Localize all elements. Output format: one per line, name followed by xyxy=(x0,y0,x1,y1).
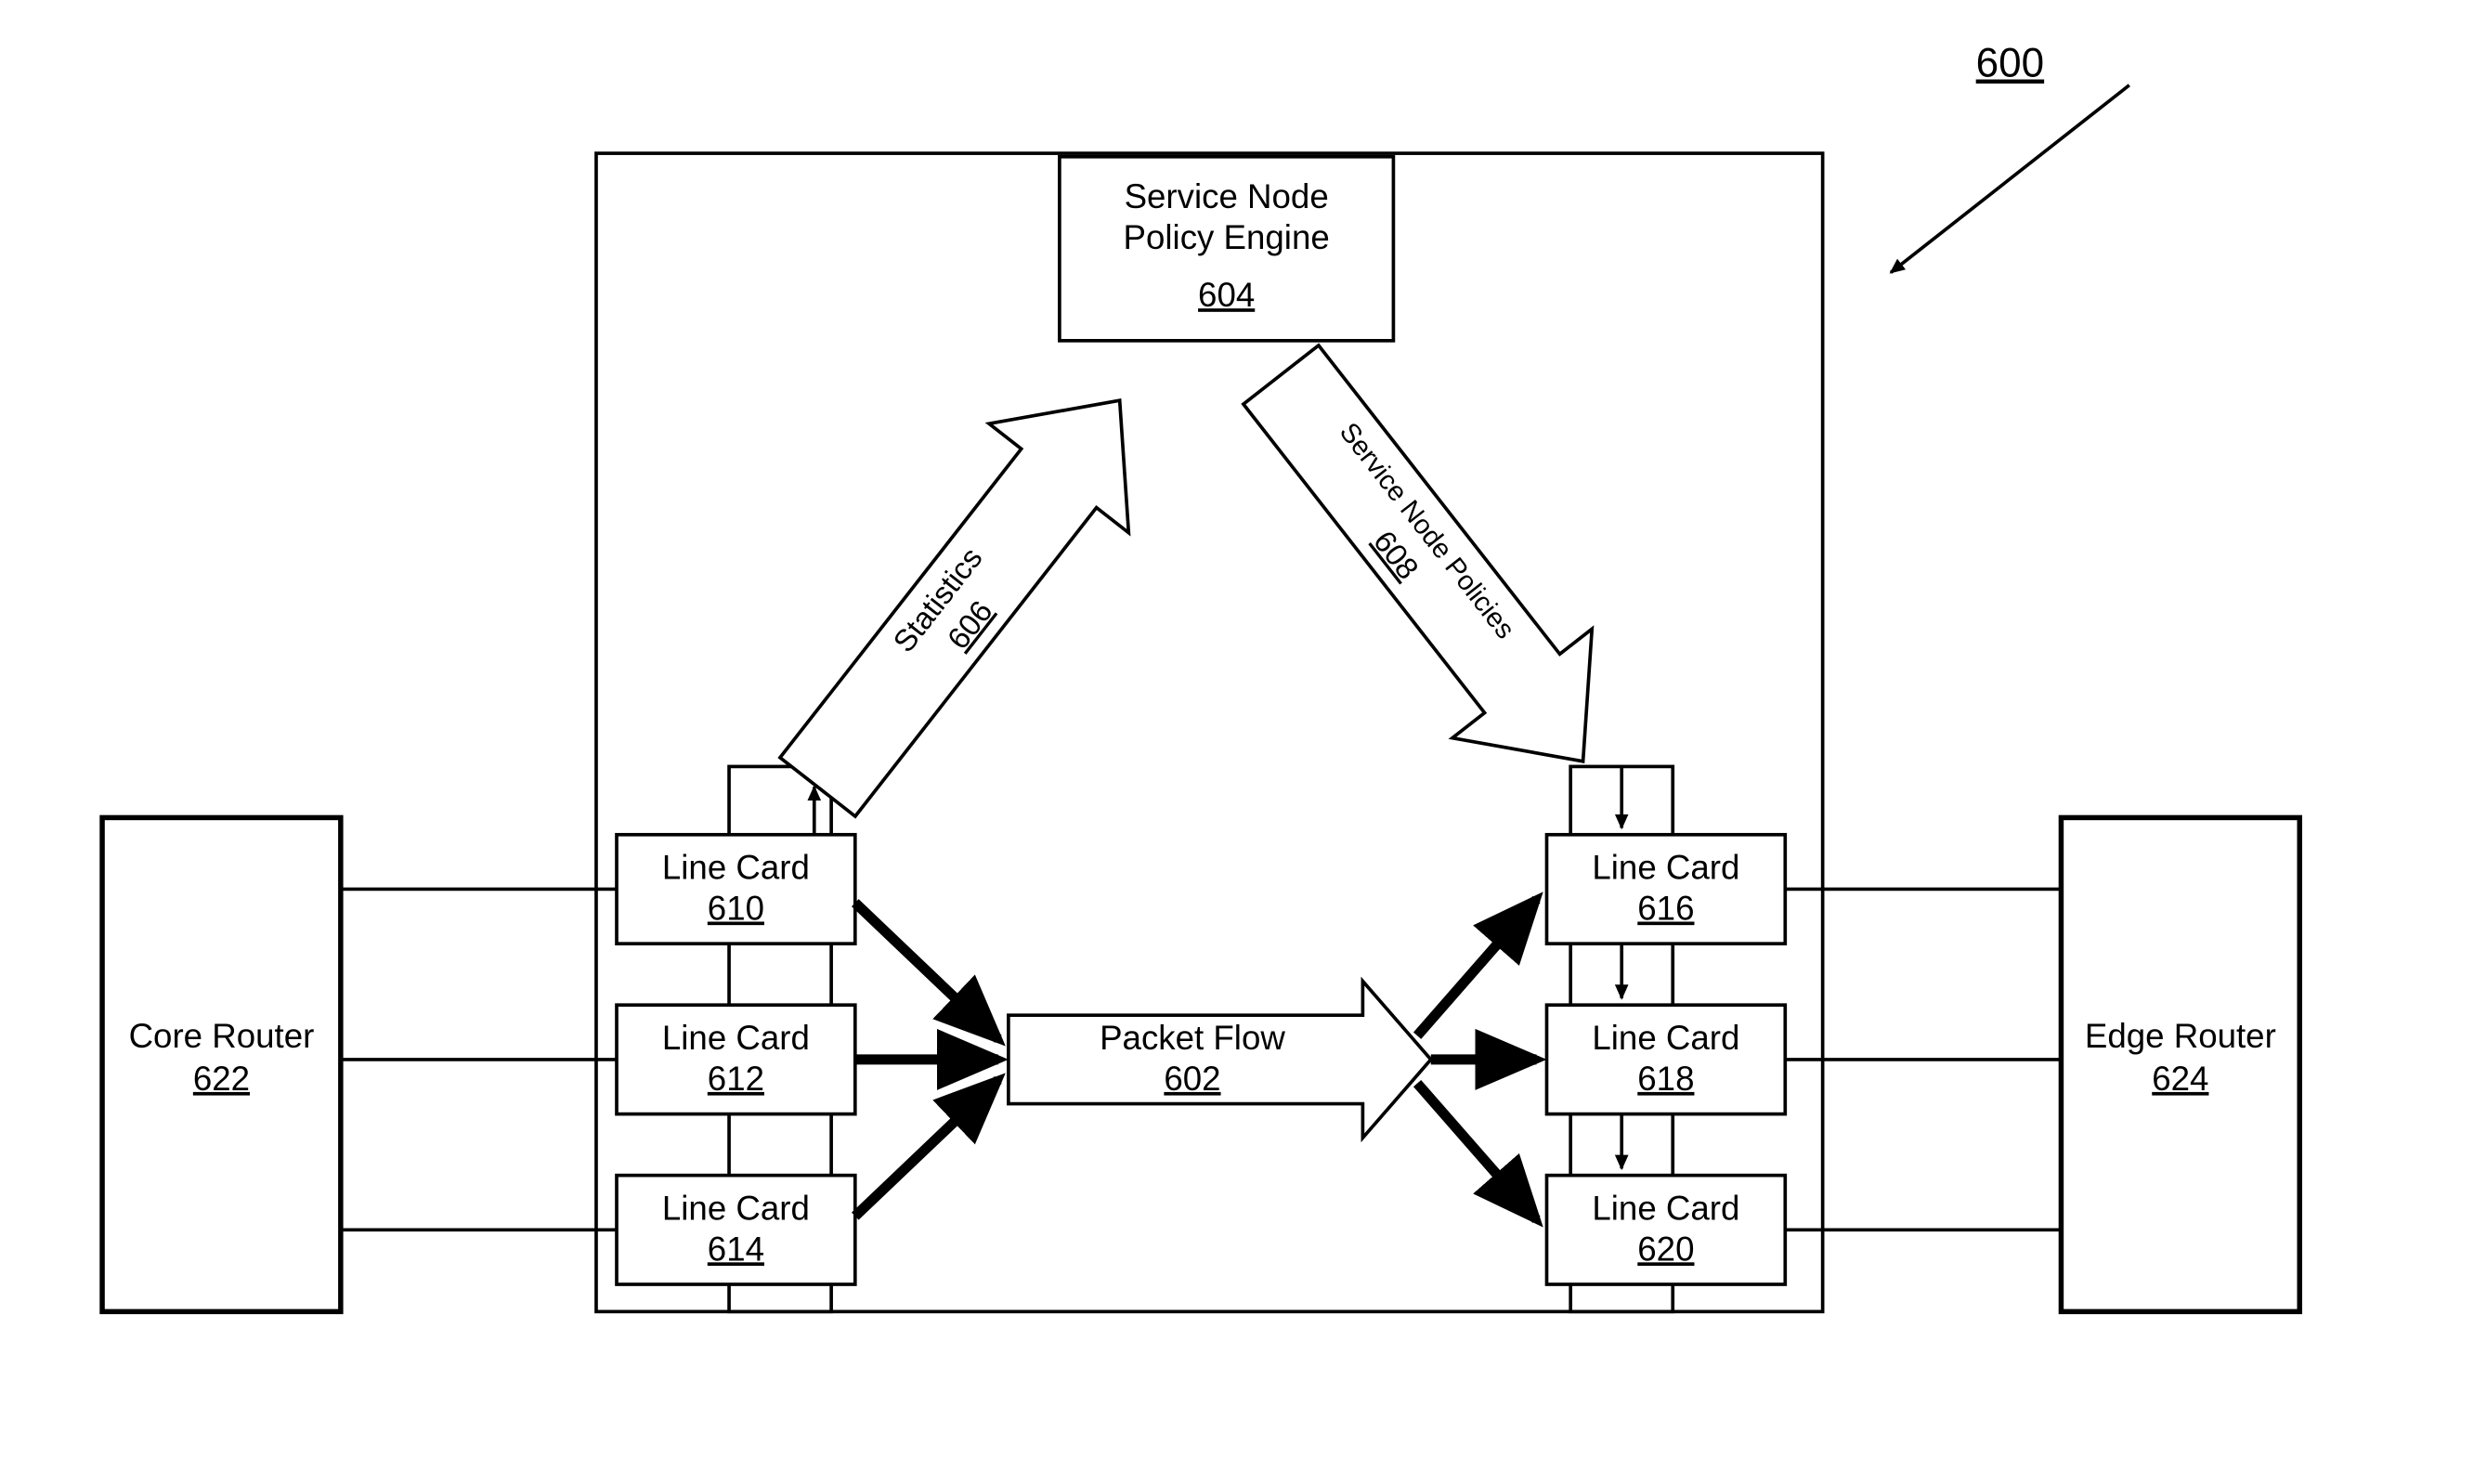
figure-ref-label: 600 xyxy=(1976,41,2044,86)
svg-text:Line Card: Line Card xyxy=(1592,1019,1739,1057)
svg-text:610: 610 xyxy=(708,889,764,927)
svg-text:616: 616 xyxy=(1637,889,1694,927)
policy-engine-line2: Policy Engine xyxy=(1124,218,1330,256)
right-card-0: Line Card 616 xyxy=(1546,835,1785,944)
svg-text:Line Card: Line Card xyxy=(1592,1189,1739,1227)
diagram-canvas: 600 Core Router 622 Edge Router 624 Serv… xyxy=(0,0,2487,1397)
left-card-1: Line Card 612 xyxy=(617,1005,855,1113)
svg-text:Line Card: Line Card xyxy=(1592,848,1739,886)
svg-text:Line Card: Line Card xyxy=(662,1189,810,1227)
svg-text:Line Card: Line Card xyxy=(662,848,810,886)
figure-ref-pointer xyxy=(1891,85,2129,273)
packet-flow-ref: 602 xyxy=(1164,1060,1220,1098)
packet-flow-label: Packet Flow xyxy=(1100,1019,1285,1057)
svg-text:Line Card: Line Card xyxy=(662,1019,810,1057)
edge-router-label: Edge Router xyxy=(2085,1017,2276,1055)
svg-text:612: 612 xyxy=(708,1060,764,1098)
edge-router-ref: 624 xyxy=(2152,1060,2208,1098)
right-card-2: Line Card 620 xyxy=(1546,1176,1785,1284)
svg-text:614: 614 xyxy=(708,1230,764,1268)
core-router-label: Core Router xyxy=(129,1017,315,1055)
svg-text:618: 618 xyxy=(1637,1060,1694,1098)
right-card-1: Line Card 618 xyxy=(1546,1005,1785,1113)
core-router-ref: 622 xyxy=(193,1060,250,1098)
policy-engine-line1: Service Node xyxy=(1125,177,1329,215)
left-card-0: Line Card 610 xyxy=(617,835,855,944)
policy-engine-ref: 604 xyxy=(1198,276,1255,314)
svg-text:620: 620 xyxy=(1637,1230,1694,1268)
left-card-2: Line Card 614 xyxy=(617,1176,855,1284)
